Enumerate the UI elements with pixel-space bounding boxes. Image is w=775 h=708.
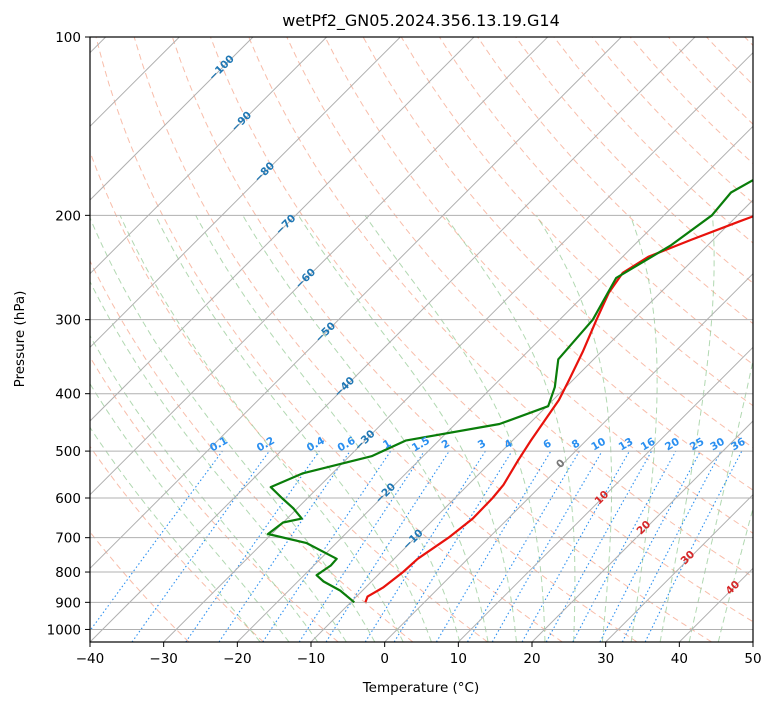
mixing-ratio-line: [325, 450, 450, 642]
y-tick-label: 800: [55, 565, 81, 581]
moist-adiabat: [444, 215, 576, 642]
isotherm-line: [236, 125, 753, 642]
y-tick-label: 400: [55, 387, 81, 403]
mixing-ratio-line: [393, 450, 513, 642]
y-tick-label: 200: [55, 208, 81, 224]
isotherm-line: [310, 199, 753, 642]
y-tick-label: 700: [55, 531, 81, 547]
x-tick-label: 0: [380, 651, 389, 667]
dry-adiabat: [171, 37, 712, 642]
moist-adiabat: [90, 334, 319, 642]
moist-adiabat: [90, 280, 347, 642]
x-tick-label: −30: [149, 651, 178, 667]
y-tick-label: 500: [55, 444, 81, 460]
x-tick-label: 30: [597, 651, 614, 667]
isotherm-line: [90, 37, 401, 349]
mixing-ratio-line: [90, 450, 223, 632]
moist-adiabat: [90, 426, 261, 642]
x-axis-label: Temperature (°C): [362, 680, 480, 696]
isotherm-line: [531, 420, 753, 642]
x-tick-label: 20: [523, 651, 540, 667]
mixing-ratio-line: [131, 450, 270, 642]
x-tick-label: 40: [671, 651, 688, 667]
dry-adiabat: [90, 356, 339, 642]
y-axis-label: Pressure (hPa): [12, 291, 28, 388]
moist-adiabat: [535, 215, 613, 642]
moist-adiabat: [629, 215, 658, 642]
x-tick-label: −40: [76, 651, 105, 667]
isotherm-line: [163, 51, 753, 642]
y-tick-label: 100: [55, 30, 81, 46]
mixing-ratio-line: [572, 450, 677, 642]
y-tick-label: 300: [55, 313, 81, 329]
y-axis: 100 200 300 400 500 600 700 800 900 1000: [47, 30, 90, 638]
mixing-ratio-line: [218, 450, 351, 642]
dry-adiabat: [90, 259, 414, 642]
mixing-ratio-line: [298, 450, 425, 642]
dry-adiabat: [90, 445, 264, 642]
isotherm-line: [457, 346, 753, 642]
x-tick-label: 50: [744, 651, 761, 667]
temperature-profile: [364, 215, 753, 603]
dewpoint-profile: [266, 178, 753, 604]
isotherm-line: [90, 37, 696, 642]
dry-adiabat: [286, 37, 753, 534]
moist-adiabat: [154, 215, 432, 642]
dry-adiabat: [210, 37, 753, 623]
mixing-ratio-line: [262, 450, 392, 642]
isotherm-line: [90, 37, 254, 201]
isotherm-line: [90, 37, 328, 275]
isotherm-line: [384, 272, 753, 642]
mixing-ratio-line: [185, 450, 320, 642]
y-tick-label: 1000: [47, 622, 81, 638]
dry-adiabat: [95, 37, 563, 642]
plot-frame: [89, 36, 754, 643]
moist-adiabat: [659, 215, 715, 642]
sounding-profiles: [266, 178, 753, 604]
chart-title: wetPf2_GN05.2024.356.13.19.G14: [282, 11, 560, 31]
mixing-ratio-line: [644, 450, 743, 642]
moist-adiabat: [119, 215, 404, 642]
y-tick-label: 900: [55, 595, 81, 611]
dry-adiabat: [324, 37, 753, 491]
plot-background: [90, 37, 753, 642]
mixing-ratio-line: [521, 450, 630, 642]
moist-adiabat: [90, 216, 376, 642]
isotherm-line: [605, 493, 753, 642]
x-tick-label: 10: [450, 651, 467, 667]
moist-adiabat: [195, 215, 461, 642]
y-tick-label: 600: [55, 491, 81, 507]
isotherm-line: [90, 37, 549, 496]
isotherm-line: [752, 641, 753, 642]
x-tick-label: −20: [223, 651, 252, 667]
isotherm-line: [90, 37, 622, 570]
grid-lines: [90, 37, 753, 642]
x-tick-label: −10: [297, 651, 326, 667]
moist-adiabat: [364, 215, 546, 642]
dry-adiabat: [515, 37, 753, 284]
x-axis: −40 −30 −20 −10 0 10 20 30 40 50: [76, 642, 762, 667]
isotherm-line: [90, 37, 475, 422]
mixing-ratio-line: [545, 450, 653, 642]
dry-adiabat: [248, 37, 753, 578]
